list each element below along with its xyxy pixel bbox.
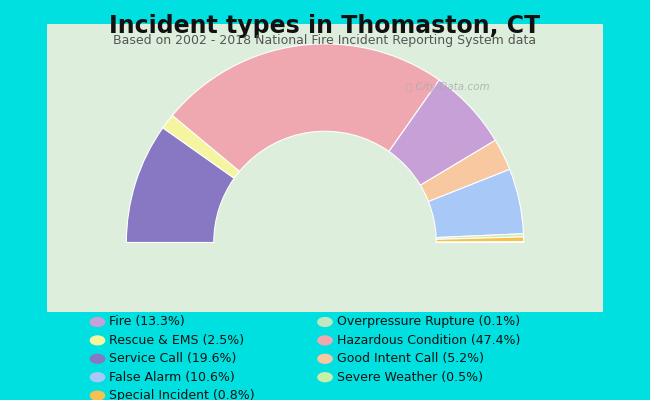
Text: Rescue & EMS (2.5%): Rescue & EMS (2.5%) — [109, 334, 244, 347]
Text: Special Incident (0.8%): Special Incident (0.8%) — [109, 389, 255, 400]
Wedge shape — [163, 115, 239, 178]
Wedge shape — [126, 128, 234, 242]
Text: Overpressure Rupture (0.1%): Overpressure Rupture (0.1%) — [337, 316, 520, 328]
Text: Fire (13.3%): Fire (13.3%) — [109, 316, 185, 328]
Wedge shape — [172, 44, 439, 171]
Text: Based on 2002 - 2018 National Fire Incident Reporting System data: Based on 2002 - 2018 National Fire Incid… — [114, 34, 536, 47]
Text: False Alarm (10.6%): False Alarm (10.6%) — [109, 371, 235, 384]
Wedge shape — [436, 234, 523, 239]
Wedge shape — [428, 169, 523, 238]
Text: Good Intent Call (5.2%): Good Intent Call (5.2%) — [337, 352, 484, 365]
Wedge shape — [421, 140, 510, 202]
Wedge shape — [389, 80, 495, 185]
Wedge shape — [436, 237, 524, 242]
Text: Incident types in Thomaston, CT: Incident types in Thomaston, CT — [109, 14, 541, 38]
Text: ⓘ City-Data.com: ⓘ City-Data.com — [406, 82, 489, 92]
Text: Service Call (19.6%): Service Call (19.6%) — [109, 352, 237, 365]
Text: Severe Weather (0.5%): Severe Weather (0.5%) — [337, 371, 483, 384]
Text: Hazardous Condition (47.4%): Hazardous Condition (47.4%) — [337, 334, 520, 347]
